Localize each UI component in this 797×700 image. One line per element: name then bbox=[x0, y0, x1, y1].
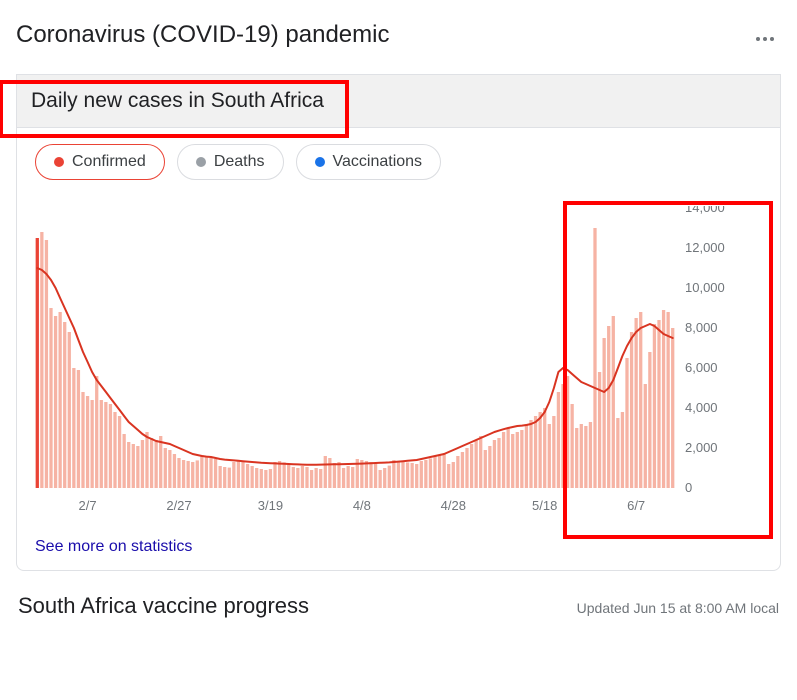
svg-text:2/7: 2/7 bbox=[79, 498, 97, 513]
more-menu-icon[interactable] bbox=[749, 18, 781, 52]
svg-text:4,000: 4,000 bbox=[685, 400, 718, 415]
metric-pill-row: Confirmed Deaths Vaccinations bbox=[35, 144, 766, 180]
svg-text:5/18: 5/18 bbox=[532, 498, 557, 513]
svg-text:6,000: 6,000 bbox=[685, 360, 718, 375]
svg-text:8,000: 8,000 bbox=[685, 320, 718, 335]
pill-label: Confirmed bbox=[72, 153, 146, 171]
metric-pill-deaths[interactable]: Deaths bbox=[177, 144, 284, 180]
svg-text:3/19: 3/19 bbox=[258, 498, 283, 513]
card-subtitle: Daily new cases in South Africa bbox=[16, 74, 781, 127]
svg-text:4/28: 4/28 bbox=[441, 498, 466, 513]
vaccine-progress-title: South Africa vaccine progress bbox=[18, 593, 309, 619]
svg-text:0: 0 bbox=[685, 480, 692, 495]
deaths-dot-icon bbox=[196, 157, 206, 167]
cases-card: Confirmed Deaths Vaccinations 0 2,000 4,000 6… bbox=[16, 127, 781, 571]
svg-text:10,000: 10,000 bbox=[685, 280, 725, 295]
pill-label: Vaccinations bbox=[333, 153, 423, 171]
updated-timestamp: Updated Jun 15 at 8:00 AM local bbox=[577, 600, 779, 616]
svg-text:14,000: 14,000 bbox=[685, 206, 725, 215]
svg-text:2,000: 2,000 bbox=[685, 440, 718, 455]
svg-text:12,000: 12,000 bbox=[685, 240, 725, 255]
vaccinations-dot-icon bbox=[315, 157, 325, 167]
metric-pill-vaccinations[interactable]: Vaccinations bbox=[296, 144, 442, 180]
chart-wrap: 0 2,000 4,000 6,000 8,000 10,000 12,000 14,000 2… bbox=[35, 206, 766, 526]
confirmed-dot-icon bbox=[54, 157, 64, 167]
pill-label: Deaths bbox=[214, 153, 265, 171]
metric-pill-confirmed[interactable]: Confirmed bbox=[35, 144, 165, 180]
page-title: Coronavirus (COVID-19) pandemic bbox=[16, 21, 389, 49]
daily-cases-chart: 0 2,000 4,000 6,000 8,000 10,000 12,000 14,000 2… bbox=[35, 206, 740, 526]
svg-text:2/27: 2/27 bbox=[166, 498, 191, 513]
svg-text:4/8: 4/8 bbox=[353, 498, 371, 513]
see-more-statistics-link[interactable]: See more on statistics bbox=[35, 538, 766, 556]
svg-text:6/7: 6/7 bbox=[627, 498, 645, 513]
